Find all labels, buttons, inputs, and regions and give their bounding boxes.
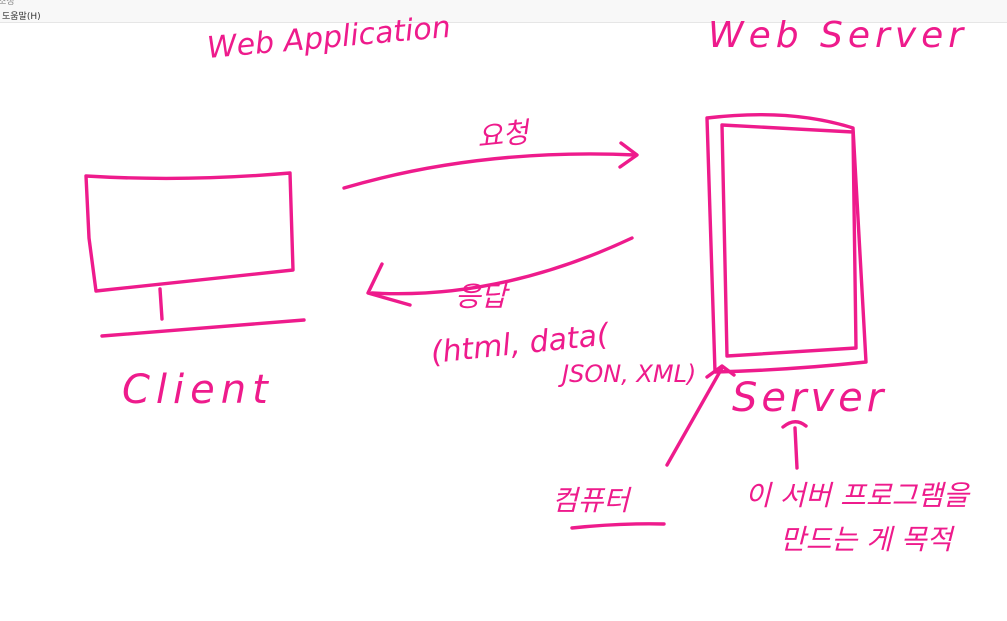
response-label: 응답 <box>455 280 511 313</box>
server-pointer-line <box>793 426 799 470</box>
server-program-line1: 이 서버 프로그램을 <box>745 479 971 512</box>
menu-bar: 조정 도움말(H) <box>0 0 1007 23</box>
request-arrow <box>342 141 639 190</box>
menu-item-help[interactable]: 도움말(H) <box>2 12 41 22</box>
server-program-line2: 만드는 게 목적 <box>780 523 956 556</box>
request-label: 요청 <box>475 115 533 154</box>
client-monitor-icon <box>84 171 306 338</box>
menu-item-adjust[interactable]: 조정 <box>0 0 15 7</box>
computer-pointer-arrow <box>665 364 736 467</box>
web-application-title: Web Application <box>206 10 452 66</box>
server-box-icon <box>705 112 868 374</box>
response-arrow <box>366 236 634 307</box>
server-pointer-mark <box>781 420 808 429</box>
web-server-title: Web Server <box>708 15 968 56</box>
server-label: Server <box>732 375 887 421</box>
response-formats-line2: JSON, XML) <box>558 360 696 388</box>
computer-label: 컴퓨터 <box>552 484 633 517</box>
computer-underline <box>570 522 666 530</box>
client-label: Client <box>122 367 274 413</box>
